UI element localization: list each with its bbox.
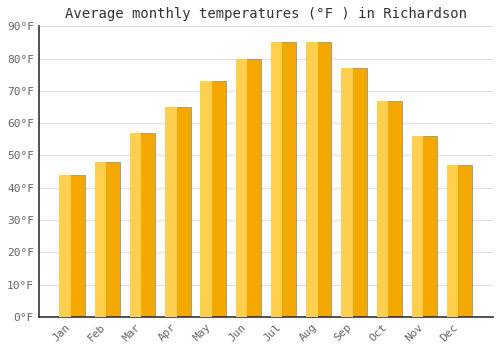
Bar [412,136,437,317]
Bar [271,42,296,317]
Bar [306,42,332,317]
Bar [271,42,282,317]
Bar [60,175,71,317]
Bar [60,175,85,317]
Bar [130,133,141,317]
Bar [376,100,402,317]
Bar [376,100,388,317]
Bar [342,68,366,317]
Bar [94,162,106,317]
Bar [447,165,458,317]
Bar [236,58,247,317]
Bar [200,81,212,317]
Bar [447,165,472,317]
Title: Average monthly temperatures (°F ) in Richardson: Average monthly temperatures (°F ) in Ri… [65,7,467,21]
Bar [412,136,423,317]
Bar [342,68,352,317]
Bar [165,107,190,317]
Bar [200,81,226,317]
Bar [130,133,156,317]
Bar [236,58,261,317]
Bar [306,42,318,317]
Bar [165,107,176,317]
Bar [94,162,120,317]
